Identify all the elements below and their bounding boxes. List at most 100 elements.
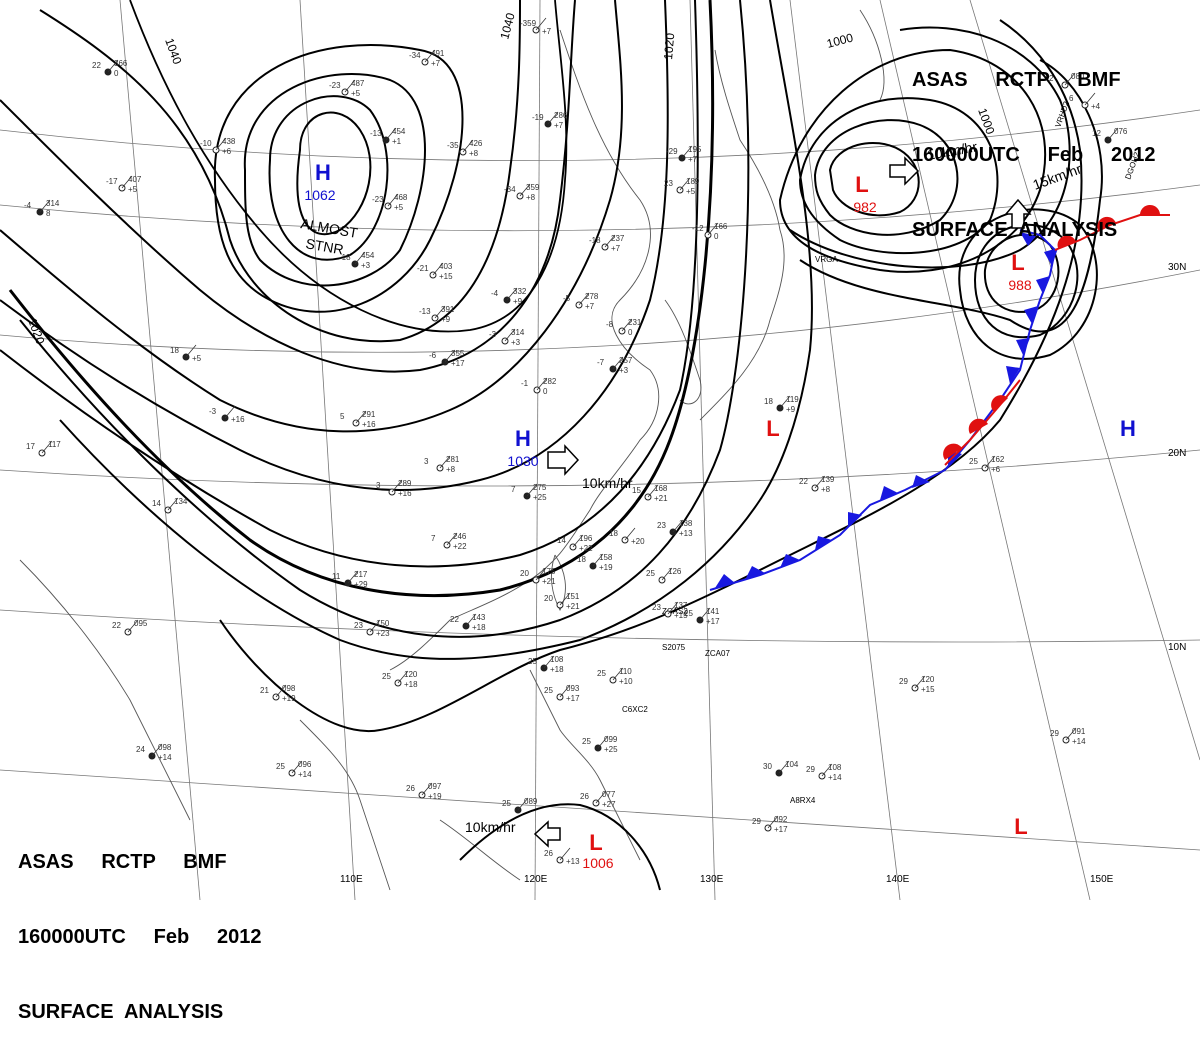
station-temperature: 26: [580, 792, 589, 801]
station-temperature: 21: [260, 686, 269, 695]
station-plot: 24 098+14: [136, 743, 172, 762]
station-pressure: 093: [566, 684, 580, 693]
station-pressure: 077: [602, 790, 616, 799]
station-plot: -21 403+15: [417, 262, 453, 281]
station-plot: 26 +13: [544, 847, 580, 866]
isobar-1000: [778, 48, 1047, 273]
station-plot: 25 162+6: [969, 455, 1005, 474]
station-tendency: +13: [679, 529, 693, 538]
station-tendency: 0: [714, 232, 719, 241]
station-pressure: 195: [688, 145, 702, 154]
station-plot: 14 196+22: [557, 534, 593, 553]
wind-barb: [291, 760, 303, 774]
station-pressure: 120: [404, 670, 418, 679]
station-pressure: 491: [431, 49, 445, 58]
station-temperature: 3: [424, 457, 429, 466]
station-plot: -18 454+3: [339, 251, 375, 270]
station-temperature: 14: [152, 499, 161, 508]
station-tendency: +16: [362, 420, 376, 429]
station-tendency: +25: [604, 745, 618, 754]
coast-philippines: [529, 669, 641, 861]
wind-barb: [387, 193, 399, 207]
ship-id: ZCAS2: [662, 607, 688, 616]
wind-barb: [595, 790, 607, 804]
station-temperature: 25: [969, 457, 978, 466]
station-pressure: 158: [599, 553, 613, 562]
station-tendency: +19: [282, 694, 296, 703]
station-tendency: +18: [472, 623, 486, 632]
parallel-0: [0, 769, 1200, 851]
station-temperature: 18: [764, 397, 773, 406]
station-temperature: -23: [329, 81, 341, 90]
station-plot: -23 487+5: [329, 79, 365, 98]
station-temperature: -21: [417, 264, 429, 273]
station-temperature: -13: [370, 129, 382, 138]
station-temperature: 26: [406, 784, 415, 793]
station-pressure: 314: [511, 328, 525, 337]
station-pressure: 454: [361, 251, 375, 260]
wind-barb: [151, 743, 163, 757]
meridian-110e: [299, 0, 356, 900]
title-line-1: ASAS RCTP BMF: [912, 69, 1121, 91]
station-tendency: +27: [602, 800, 616, 809]
wind-barb: [679, 177, 691, 191]
coast-indochina: [299, 719, 391, 891]
wind-barb: [681, 145, 693, 159]
station-tendency: +23: [376, 629, 390, 638]
station-temperature: 30: [763, 762, 772, 771]
lon-label: 130E: [700, 874, 724, 885]
station-pressure: 275: [533, 483, 547, 492]
isobar-996-b: [958, 208, 1098, 360]
parallel-30n: [0, 269, 1200, 353]
station-pressure: 108: [550, 655, 564, 664]
station-tendency: +7: [688, 155, 698, 164]
station-plot: 23 189+5: [664, 177, 700, 196]
station-temperature: 2: [1049, 74, 1054, 83]
station-plot: 22 095: [112, 619, 148, 636]
h-china-letter: H: [515, 426, 531, 451]
station-pressure: 162: [991, 455, 1005, 464]
station-tendency: +25: [533, 493, 547, 502]
title-line-2: 160000UTC Feb 2012: [18, 926, 262, 948]
l-south-value: 1006: [582, 855, 613, 871]
wind-barb: [536, 377, 548, 391]
wind-barb: [355, 410, 367, 424]
station-plot: 29 108+14: [806, 763, 842, 782]
wind-barb: [559, 684, 571, 698]
station-temperature: 25: [646, 569, 655, 578]
station-pressure: 098: [158, 743, 172, 752]
wind-barb: [647, 484, 659, 498]
station-pressure: 104: [785, 760, 799, 769]
station-pressure: 097: [428, 782, 442, 791]
stnr-label: STNR: [304, 235, 344, 257]
h-pacific-letter: H: [1120, 416, 1136, 441]
station-tendency: 8: [46, 209, 51, 218]
ship-id: C6XC2: [622, 705, 648, 714]
station-temperature: -3: [489, 330, 497, 339]
station-tendency: +14: [1072, 737, 1086, 746]
wind-barb: [424, 49, 436, 63]
station-tendency: +8: [469, 149, 479, 158]
station-temperature: 23: [354, 621, 363, 630]
station-temperature: -8: [606, 320, 614, 329]
wind-barb: [578, 292, 590, 306]
station-pressure: 168: [654, 484, 668, 493]
station-tendency: +5: [351, 89, 361, 98]
station-pressure: 175: [542, 567, 556, 576]
station-pressure: 468: [394, 193, 408, 202]
station-tendency: +7: [431, 59, 441, 68]
station-temperature: -7: [597, 358, 605, 367]
station-pressure: 281: [446, 455, 460, 464]
wind-barb: [1065, 727, 1077, 741]
isobar-996: [798, 97, 999, 255]
station-temperature: 29: [1050, 729, 1059, 738]
station-tendency: +15: [674, 611, 688, 620]
station-plot: 18 +20: [609, 527, 645, 546]
isobar-1056: [243, 73, 426, 287]
station-temperature: -18: [589, 236, 601, 245]
station-temperature: 7: [431, 534, 436, 543]
wind-barb: [421, 782, 433, 796]
station-temperature: 18: [577, 555, 586, 564]
